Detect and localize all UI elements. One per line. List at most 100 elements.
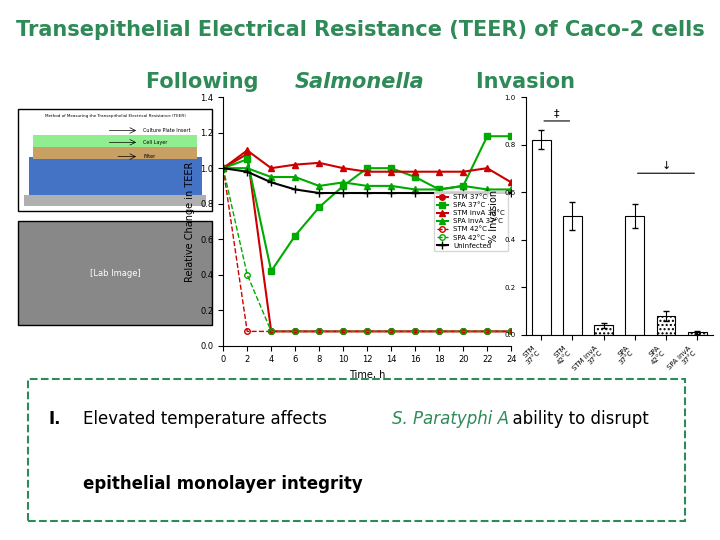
Uninfected [459, 190, 467, 196]
SPA 37°C [507, 133, 516, 139]
Uninfected [363, 190, 372, 196]
STM invA 37°C [483, 165, 492, 171]
SPA invA 37°C [483, 186, 492, 193]
Line: STM invA 37°C: STM invA 37°C [220, 147, 515, 186]
Uninfected [507, 190, 516, 196]
SPA 42°C [507, 328, 516, 335]
STM 37°C [435, 328, 444, 335]
Text: Method of Measuring the Transepithelial Electrical Resistance (TEER): Method of Measuring the Transepithelial … [45, 114, 186, 118]
Bar [563, 216, 582, 335]
STM 42°C [435, 328, 444, 335]
Y-axis label: % Invasion: % Invasion [489, 190, 499, 242]
STM 42°C [243, 328, 251, 335]
STM invA 37°C [315, 160, 323, 166]
STM invA 37°C [243, 147, 251, 154]
SPA invA 37°C [411, 186, 420, 193]
SPA 42°C [459, 328, 467, 335]
SPA 37°C [387, 165, 395, 171]
SPA 42°C [363, 328, 372, 335]
Uninfected [267, 179, 276, 186]
Uninfected [219, 165, 228, 171]
Uninfected [243, 168, 251, 175]
STM 37°C [267, 328, 276, 335]
Uninfected [411, 190, 420, 196]
SPA invA 37°C [507, 186, 516, 193]
STM 42°C [339, 328, 348, 335]
STM 42°C [219, 165, 228, 171]
FancyBboxPatch shape [24, 194, 206, 206]
Line: STM 37°C: STM 37°C [220, 151, 514, 334]
Text: Filter: Filter [143, 154, 156, 159]
STM 37°C [411, 328, 420, 335]
SPA 37°C [363, 165, 372, 171]
SPA 42°C [339, 328, 348, 335]
STM invA 37°C [507, 179, 516, 186]
FancyBboxPatch shape [28, 379, 685, 521]
Text: Transepithelial Electrical Resistance (TEER) of Caco-2 cells: Transepithelial Electrical Resistance (T… [16, 20, 704, 40]
Uninfected [483, 190, 492, 196]
SPA invA 37°C [243, 165, 251, 171]
SPA 37°C [315, 204, 323, 211]
Text: S. Paratyphi A: S. Paratyphi A [392, 410, 510, 428]
STM 37°C [243, 151, 251, 157]
STM 37°C [339, 328, 348, 335]
STM invA 37°C [387, 168, 395, 175]
SPA 42°C [483, 328, 492, 335]
SPA 42°C [387, 328, 395, 335]
STM 42°C [363, 328, 372, 335]
SPA 42°C [219, 165, 228, 171]
Line: SPA 37°C: SPA 37°C [220, 133, 514, 274]
STM invA 37°C [363, 168, 372, 175]
Legend: STM 37°C, SPA 37°C, STM invA 37°C, SPA invA 37°C, STM 42°C, SPA 42°C, Uninfected: STM 37°C, SPA 37°C, STM invA 37°C, SPA i… [434, 191, 508, 252]
Text: ability to disrupt: ability to disrupt [502, 410, 649, 428]
SPA invA 37°C [315, 183, 323, 189]
X-axis label: Time, h: Time, h [349, 370, 385, 380]
Text: Salmonella: Salmonella [295, 72, 425, 92]
Bar [532, 140, 551, 335]
STM 42°C [483, 328, 492, 335]
STM invA 37°C [219, 165, 228, 171]
STM 37°C [387, 328, 395, 335]
STM invA 37°C [411, 168, 420, 175]
STM 37°C [363, 328, 372, 335]
FancyBboxPatch shape [33, 147, 197, 159]
STM 37°C [507, 328, 516, 335]
SPA 37°C [267, 268, 276, 274]
STM 37°C [315, 328, 323, 335]
Y-axis label: Relative Change in TEER: Relative Change in TEER [184, 161, 194, 281]
SPA 37°C [291, 232, 300, 239]
SPA 42°C [291, 328, 300, 335]
FancyBboxPatch shape [18, 221, 212, 325]
STM invA 37°C [459, 168, 467, 175]
FancyBboxPatch shape [33, 135, 197, 147]
Text: ‡: ‡ [554, 109, 559, 119]
SPA 42°C [315, 328, 323, 335]
FancyBboxPatch shape [18, 109, 212, 211]
STM invA 37°C [339, 165, 348, 171]
Text: Culture Plate Insert: Culture Plate Insert [143, 128, 191, 133]
FancyBboxPatch shape [29, 157, 202, 199]
STM 42°C [459, 328, 467, 335]
SPA invA 37°C [363, 183, 372, 189]
SPA 42°C [435, 328, 444, 335]
STM 37°C [459, 328, 467, 335]
STM invA 37°C [435, 168, 444, 175]
Text: Following                              Invasion: Following Invasion [145, 72, 575, 92]
SPA invA 37°C [219, 165, 228, 171]
SPA invA 37°C [459, 183, 467, 189]
STM 42°C [291, 328, 300, 335]
Uninfected [291, 186, 300, 193]
SPA 37°C [243, 156, 251, 163]
STM 42°C [411, 328, 420, 335]
Text: Elevated temperature affects: Elevated temperature affects [83, 410, 332, 428]
Text: I.: I. [49, 410, 61, 428]
SPA invA 37°C [267, 174, 276, 180]
SPA 37°C [435, 186, 444, 193]
STM 42°C [507, 328, 516, 335]
Line: SPA invA 37°C: SPA invA 37°C [220, 165, 515, 193]
SPA 37°C [219, 165, 228, 171]
Line: Uninfected: Uninfected [219, 164, 516, 197]
STM 42°C [387, 328, 395, 335]
SPA 37°C [483, 133, 492, 139]
Bar [688, 333, 706, 335]
